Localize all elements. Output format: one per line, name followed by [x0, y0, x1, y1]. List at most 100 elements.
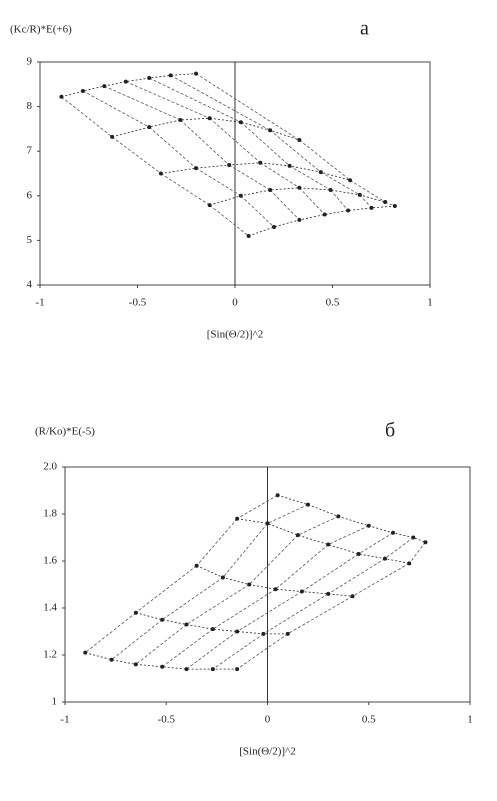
data-point — [407, 561, 412, 566]
angle-line — [61, 96, 113, 138]
angle-line — [82, 90, 150, 128]
angle-line — [236, 633, 288, 670]
angle-line — [161, 577, 224, 621]
angle-line — [267, 504, 309, 524]
data-point — [235, 667, 240, 672]
angle-line — [212, 588, 276, 630]
x-tick-label: 1 — [467, 714, 473, 726]
angle-line — [170, 75, 271, 131]
data-point — [168, 73, 173, 78]
data-point — [348, 178, 353, 183]
data-point — [210, 627, 215, 632]
data-point — [133, 610, 138, 615]
data-point — [350, 594, 355, 599]
angle-line — [104, 85, 181, 121]
angle-line — [299, 139, 351, 181]
panel-letter: a — [360, 18, 369, 40]
angle-line — [212, 633, 264, 670]
data-point — [326, 542, 331, 547]
x-tick-label: -0.5 — [129, 297, 147, 309]
concentration-line — [61, 73, 197, 98]
y-tick-label: 8 — [27, 100, 33, 112]
angle-line — [240, 121, 290, 167]
data-point — [158, 171, 163, 176]
angle-line — [358, 532, 394, 555]
data-point — [382, 556, 387, 561]
angle-line — [111, 136, 162, 174]
angle-line — [228, 164, 271, 191]
angle-line — [408, 541, 426, 564]
data-point — [275, 493, 280, 498]
angle-line — [289, 165, 331, 191]
angle-line — [236, 591, 303, 632]
angle-line — [196, 518, 238, 566]
data-point — [287, 163, 292, 168]
data-point — [273, 587, 278, 592]
angle-line — [240, 195, 275, 228]
data-point — [109, 657, 114, 662]
y-axis-label: (R/Ko)*E(-5) — [35, 426, 95, 438]
data-point — [366, 523, 371, 528]
x-tick-label: -1 — [60, 714, 69, 726]
angle-line — [328, 558, 386, 595]
data-point — [306, 502, 310, 507]
angle-line — [384, 537, 414, 559]
angle-line — [111, 619, 163, 661]
angle-line — [222, 523, 268, 578]
angle-line — [135, 565, 197, 614]
angle-line — [236, 494, 278, 520]
angle-line — [349, 179, 386, 203]
angle-line — [328, 525, 369, 545]
y-tick-label: 2.0 — [43, 461, 57, 473]
data-point — [369, 205, 374, 210]
data-point — [194, 563, 199, 568]
angle-line — [287, 595, 353, 635]
data-point — [123, 79, 128, 84]
angle-line — [297, 515, 339, 536]
data-point — [102, 84, 107, 89]
angle-line — [148, 126, 197, 169]
x-tick-label: -0.5 — [158, 714, 176, 726]
data-point — [110, 134, 115, 139]
x-tick-label: 0 — [232, 297, 238, 309]
data-point — [261, 631, 266, 636]
x-tick-label: 0 — [265, 714, 271, 726]
data-point — [210, 667, 215, 672]
data-point — [356, 551, 361, 556]
x-axis-label: [Sin(Θ/2)]^2 — [207, 329, 264, 341]
angle-line — [186, 584, 250, 625]
data-point — [247, 582, 252, 587]
data-point — [272, 225, 276, 230]
data-point — [423, 540, 428, 545]
y-axis-label: (Kc/R)*E(+6) — [10, 24, 72, 36]
data-point — [318, 170, 323, 175]
data-point — [295, 533, 300, 538]
y-tick-label: 1.4 — [43, 602, 57, 614]
y-tick-label: 1.6 — [43, 555, 57, 567]
data-point — [194, 71, 198, 76]
angle-line — [330, 189, 349, 211]
y-tick-label: 4 — [27, 279, 33, 291]
data-point — [336, 514, 341, 519]
concentration-line — [237, 518, 410, 564]
angle-line — [320, 171, 361, 196]
data-point — [328, 188, 333, 193]
angle-line — [248, 534, 299, 585]
data-point — [207, 203, 212, 208]
data-point — [258, 160, 263, 165]
angle-line — [352, 563, 410, 597]
data-point — [235, 516, 240, 521]
data-point — [220, 575, 225, 580]
data-point — [285, 631, 290, 636]
y-tick-label: 9 — [27, 56, 33, 68]
angle-line — [209, 204, 249, 237]
angle-line — [85, 612, 137, 653]
x-tick-label: 1 — [427, 297, 433, 309]
angle-line — [263, 593, 329, 635]
angle-line — [275, 544, 329, 590]
data-point — [238, 120, 243, 125]
data-point — [235, 629, 240, 634]
data-point — [265, 521, 270, 526]
data-point — [160, 617, 165, 622]
